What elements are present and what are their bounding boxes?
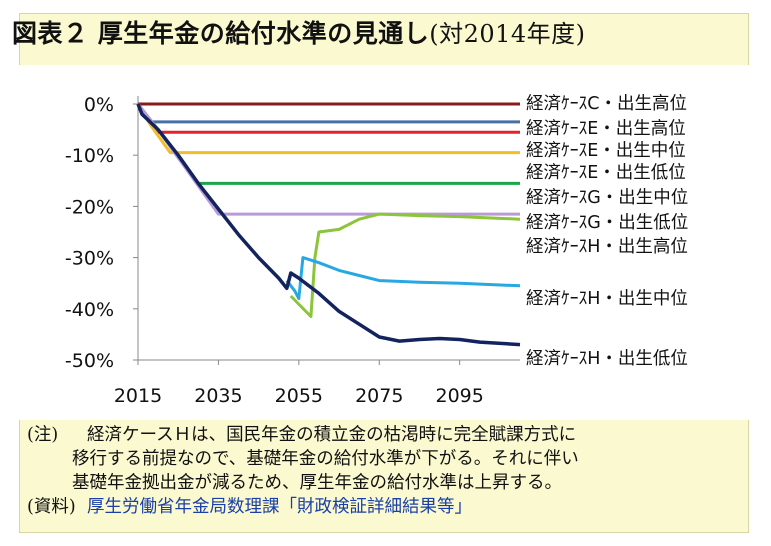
x-tick-label: 2035 <box>194 385 242 407</box>
series-line <box>136 103 520 134</box>
chart-title: 図表２ 厚生年金の給付水準の見通し(対2014年度) <box>12 14 586 50</box>
series-label: 経済ｹｰｽC・出生高位 <box>526 94 687 114</box>
series-label: 経済ｹｰｽH・出生中位 <box>526 289 688 309</box>
chart-title-sub: (対2014年度) <box>429 20 586 48</box>
x-tick-label: 2075 <box>355 385 403 407</box>
note-line-1: (注) 経済ケースＨは、国民年金の積立金の枯渇時に完全賦課方式に <box>19 423 749 447</box>
series-label: 経済ｹｰｽE・出生中位 <box>526 141 686 161</box>
notes-block: (注) 経済ケースＨは、国民年金の積立金の枯渇時に完全賦課方式に 移行する前提なの… <box>19 423 749 519</box>
source-tag: (資料) <box>27 497 76 517</box>
y-tick-label: -10% <box>65 145 114 167</box>
note-line-3: 基礎年金拠出金が減るため、厚生年金の給付水準は上昇する。 <box>19 471 749 495</box>
note-text-3: 基礎年金拠出金が減るため、厚生年金の給付水準は上昇する。 <box>72 473 562 493</box>
series-line <box>285 256 521 301</box>
note-tag: (注) <box>27 425 59 445</box>
y-tick-label: -50% <box>65 350 114 372</box>
series-label: 経済ｹｰｽH・出生低位 <box>526 349 688 369</box>
series-line <box>136 103 520 155</box>
x-tick-label: 2055 <box>275 385 323 407</box>
x-tick-label: 2095 <box>436 385 484 407</box>
series-label: 経済ｹｰｽH・出生高位 <box>526 237 688 257</box>
x-tick-label: 2015 <box>114 385 162 407</box>
series-label: 経済ｹｰｽE・出生低位 <box>526 163 686 183</box>
source-text: 厚生労働省年金局数理課「財政検証詳細結果等」 <box>87 497 472 517</box>
y-tick-label: -30% <box>65 248 114 270</box>
note-text-2: 移行する前提なので、基礎年金の給付水準が下がる。それに伴い <box>72 449 579 469</box>
y-tick-label: -20% <box>65 196 114 218</box>
note-text-1: 経済ケースＨは、国民年金の積立金の枯渇時に完全賦課方式に <box>87 425 577 445</box>
series-line <box>136 103 521 347</box>
y-tick-label: -40% <box>65 299 114 321</box>
series-line <box>136 103 520 185</box>
y-tick-label: 0% <box>84 94 114 116</box>
line-chart: 0% -10% -20% -30% -40% -50%2015 2035 2055 2075 20… <box>65 94 688 407</box>
chart-title-main: 図表２ 厚生年金の給付水準の見通し <box>12 19 430 48</box>
plot-area: 0% -10% -20% -30% -40% -50% 2015 2035 2055 2075 20… <box>19 65 752 420</box>
series-label: 経済ｹｰｽG・出生低位 <box>526 213 688 233</box>
series-label: 経済ｹｰｽE・出生高位 <box>526 119 686 139</box>
series-line <box>136 103 520 124</box>
series-label: 経済ｹｰｽG・出生中位 <box>526 188 688 208</box>
source-line: (資料) 厚生労働省年金局数理課「財政検証詳細結果等」 <box>19 495 749 519</box>
note-line-2: 移行する前提なので、基礎年金の給付水準が下がる。それに伴い <box>19 447 749 471</box>
